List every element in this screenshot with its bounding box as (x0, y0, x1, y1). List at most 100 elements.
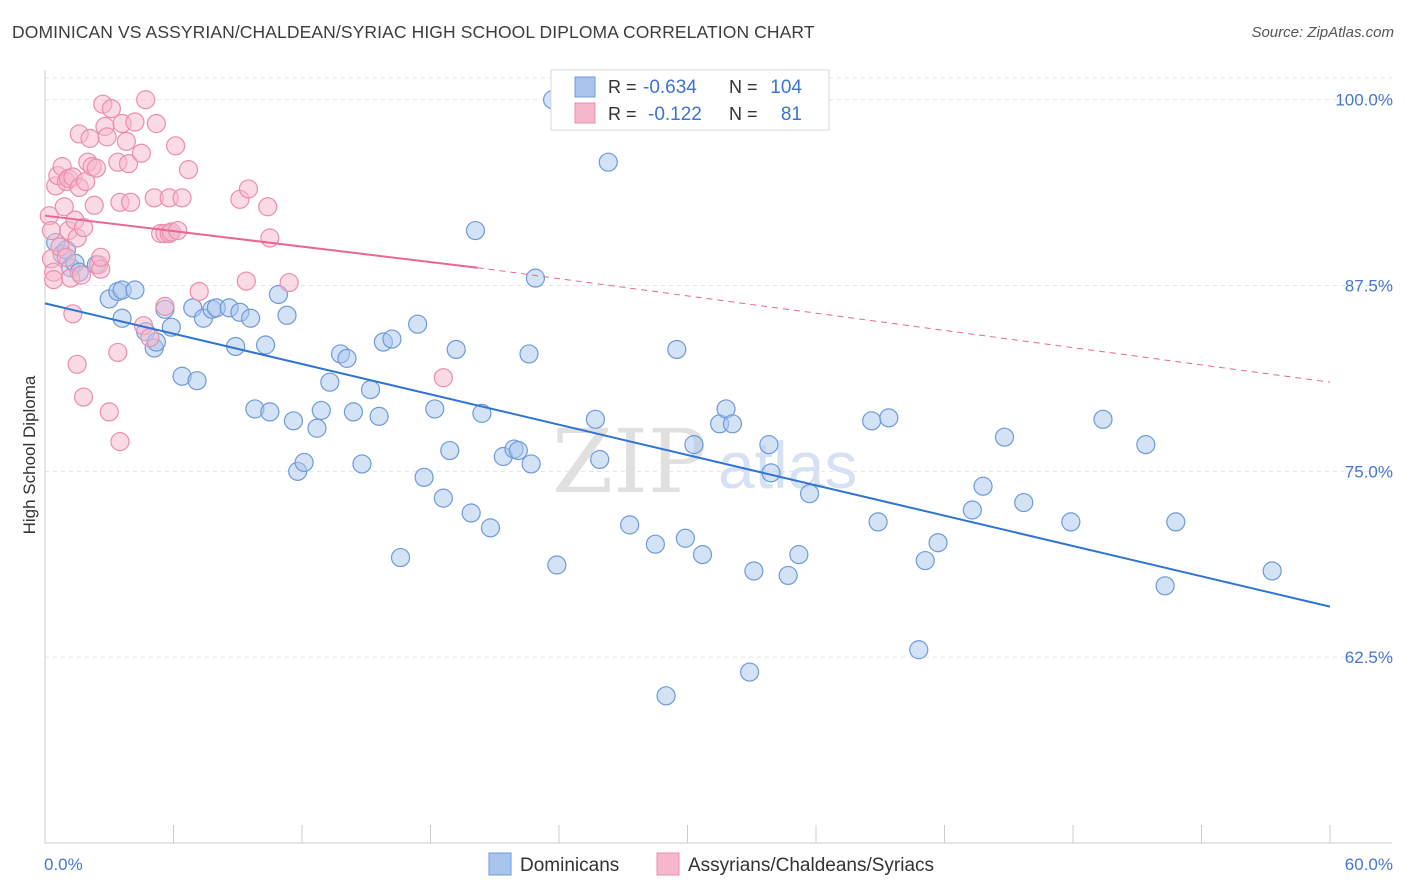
dominicans-point (433, 488, 453, 508)
dominicans-point (307, 418, 327, 438)
dominicans-point (994, 427, 1015, 447)
legend-n-value-blue: 104 (770, 77, 802, 98)
dominicans-point (294, 452, 314, 473)
legend-r-label-blue: R = (608, 77, 637, 97)
dominicans-point (868, 512, 888, 532)
assyrians-point (238, 179, 259, 199)
dominicans-point (369, 406, 389, 426)
trend-lines (44, 214, 1331, 608)
dominicans-point (645, 534, 665, 554)
legend-n-value-pink: 81 (781, 104, 802, 125)
dominicans-point (268, 284, 289, 305)
chart-title: DOMINICAN VS ASSYRIAN/CHALDEAN/SYRIAC HI… (12, 22, 815, 42)
dominicans-point (744, 561, 764, 581)
dominicans-point (352, 454, 372, 474)
x-tick-label-min: 0.0% (44, 855, 83, 874)
dominicans-point (879, 408, 899, 428)
assyrians-point (108, 342, 128, 363)
dominicans-point (667, 339, 687, 360)
bottom-legend-swatch-assyrians (656, 852, 680, 876)
dominicans-point (255, 335, 276, 355)
dominicans-point (1061, 512, 1081, 532)
assyrians-point (54, 197, 74, 217)
dominicans-point (778, 565, 798, 586)
bottom-legend-label-dominicans: Dominicans (520, 855, 619, 876)
assyrians-point (67, 354, 87, 374)
axes (44, 70, 1392, 844)
assyrians-point (178, 159, 199, 180)
legend-r-label-pink: R = (608, 104, 637, 124)
y-tick-label: 62.5% (1345, 648, 1393, 667)
y-tick-label: 100.0% (1335, 91, 1393, 110)
assyrians-point (146, 113, 166, 134)
dominicans-point (311, 400, 331, 421)
assyrians-point (80, 128, 100, 148)
dominicans-point (799, 484, 820, 504)
dominicans-point (337, 348, 357, 368)
dominicans-point (480, 518, 501, 538)
y-tick-label: 87.5% (1345, 277, 1393, 296)
dominicans-point (973, 476, 993, 496)
bottom-legend-swatch-dominicans (488, 852, 512, 876)
dominicans-point (465, 220, 486, 241)
dominicans-point (656, 686, 676, 706)
source-credit: Source: ZipAtlas.com (1251, 24, 1394, 41)
dominicans-point (440, 440, 460, 461)
legend-r-value-blue: -0.634 (643, 77, 697, 98)
dominicans-point (692, 545, 713, 565)
dominicans-point (722, 414, 743, 434)
assyrians-point (41, 220, 62, 241)
legend-n-label-blue: N = (729, 77, 758, 97)
dominicans-point (928, 533, 948, 553)
dominicans-point (909, 640, 929, 660)
assyrians-point (84, 195, 104, 215)
bottom-legend-label-assyrians: Assyrians/Chaldeans/Syriacs (688, 855, 934, 876)
dominicans-point (598, 152, 618, 172)
watermark-zip: ZIP (552, 410, 707, 513)
assyrians-point (91, 247, 111, 267)
assyrians-point (155, 296, 175, 316)
y-tick-label: 75.0% (1345, 462, 1393, 481)
stats-legend: R = -0.634 N = 104 R = -0.122 N = 81 (550, 69, 830, 131)
assyrians-point (56, 247, 77, 267)
dominicans-point (519, 344, 539, 364)
dominicans-point (382, 329, 402, 349)
assyrians-point (97, 127, 117, 147)
assyrians-point (166, 136, 186, 156)
assyrians-point (116, 131, 136, 151)
dominicans-point (1262, 561, 1282, 581)
dominicans-point (360, 380, 381, 400)
dominicans-point (684, 435, 704, 455)
dominicans-point (1014, 492, 1034, 513)
assyrians-point (172, 188, 192, 208)
assyrians-point (118, 154, 139, 174)
dominicans-point (277, 305, 297, 325)
dominicans-point (585, 409, 606, 429)
dominicans-point (461, 503, 481, 523)
legend-n-label-pink: N = (729, 104, 758, 124)
stats-legend-box (550, 69, 830, 131)
assyrians-point (121, 192, 141, 212)
assyrians-point (131, 143, 151, 163)
dominicans-point (1155, 576, 1175, 596)
dominicans-point (260, 402, 280, 422)
assyrians-point (125, 112, 145, 132)
series-dominicans (46, 90, 1282, 706)
series-assyrians (39, 90, 453, 452)
dominicans-point (525, 268, 546, 288)
series-legend: Dominicans Assyrians/Chaldeans/Syriacs (488, 852, 934, 876)
dominicans-point (862, 411, 882, 431)
legend-swatch-blue (574, 76, 596, 98)
dominicans-point (620, 515, 640, 535)
grid-lines (45, 77, 1392, 658)
assyrians-point (101, 99, 121, 119)
y-tick-labels: 62.5% 75.0% 87.5% 100.0% (1335, 91, 1393, 667)
assyrians-point (279, 272, 299, 293)
x-tick-label-max: 60.0% (1345, 855, 1393, 874)
assyrians-point (189, 281, 209, 302)
assyrians-point (236, 271, 256, 291)
assyrians-point (433, 368, 453, 388)
dominicans-point (759, 435, 779, 455)
dominicans-point (414, 467, 434, 487)
